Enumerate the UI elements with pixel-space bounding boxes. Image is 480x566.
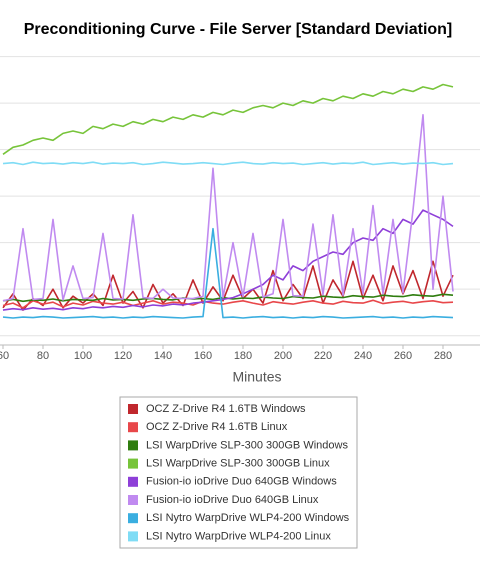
- legend-label: OCZ Z-Drive R4 1.6TB Linux: [146, 421, 288, 433]
- x-tick-label: 100: [74, 350, 92, 362]
- x-axis-title: Minutes: [232, 369, 281, 385]
- x-tick-label: 180: [234, 350, 252, 362]
- legend-swatch: [128, 404, 138, 414]
- x-tick-label: 160: [194, 350, 212, 362]
- legend-label: Fusion-io ioDrive Duo 640GB Linux: [146, 494, 319, 506]
- legend-swatch: [128, 531, 138, 542]
- series-line: [2, 114, 454, 302]
- plot-lines: [2, 83, 454, 319]
- legend-swatch: [128, 440, 138, 451]
- series-line: [2, 299, 454, 309]
- x-tick-label: 140: [154, 350, 172, 362]
- legend-swatch: [128, 458, 138, 469]
- x-tick-label: 120: [114, 350, 132, 362]
- x-tick-label: 260: [394, 350, 412, 362]
- series-line: [2, 83, 454, 155]
- grid: 60 80 100 120 140 160 180 200 220 240 260 280: [0, 56, 480, 362]
- legend-swatch: [128, 422, 138, 433]
- series-line: [2, 209, 454, 311]
- legend-label: OCZ Z-Drive R4 1.6TB Windows: [146, 403, 306, 415]
- legend-label: LSI WarpDrive SLP-300 300GB Windows: [146, 439, 348, 451]
- legend-label: Fusion-io ioDrive Duo 640GB Windows: [146, 476, 337, 488]
- series-line: [2, 161, 454, 166]
- chart-title: Preconditioning Curve - File Server [Sta…: [24, 21, 453, 38]
- series-line: [2, 227, 454, 319]
- legend-swatch: [128, 513, 138, 524]
- legend-swatch: [128, 495, 138, 505]
- legend-label: LSI Nytro WarpDrive WLP4-200 Linux: [146, 530, 331, 542]
- x-tick-label: 280: [434, 350, 452, 362]
- legend: OCZ Z-Drive R4 1.6TB Windows OCZ Z-Drive …: [128, 403, 350, 542]
- legend-box: [119, 396, 358, 549]
- legend-swatch: [128, 476, 138, 487]
- x-tick-label: 80: [37, 350, 49, 362]
- legend-label: LSI Nytro WarpDrive WLP4-200 Windows: [146, 512, 350, 524]
- x-tick-label: 240: [354, 350, 372, 362]
- x-tick-label: 60: [0, 350, 9, 362]
- x-tick-label: 200: [274, 350, 292, 362]
- x-tick-label: 220: [314, 350, 332, 362]
- legend-label: LSI WarpDrive SLP-300 300GB Linux: [146, 458, 330, 470]
